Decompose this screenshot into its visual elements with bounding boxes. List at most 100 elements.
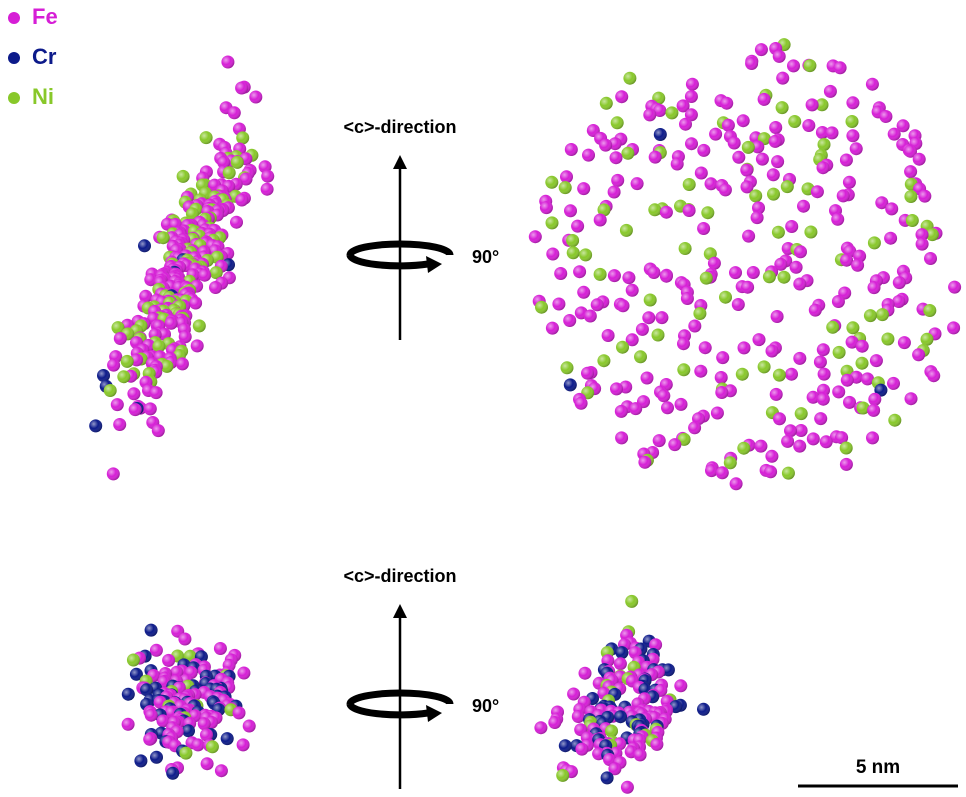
atom-shade <box>134 754 148 768</box>
atom-shade <box>558 739 572 753</box>
atom-shade <box>648 150 662 164</box>
atom-shade <box>615 90 629 104</box>
atom-shade <box>535 300 548 314</box>
atom-shade <box>640 371 654 385</box>
atom-shade <box>813 355 827 369</box>
atom-shade <box>607 185 621 199</box>
atom-shade <box>577 285 591 299</box>
atom-shade <box>817 138 831 151</box>
atom-shade <box>723 456 737 470</box>
atom-shade <box>701 206 715 220</box>
atom-shade <box>237 666 251 680</box>
atom-shade <box>614 710 627 724</box>
atom-shade <box>200 757 214 771</box>
legend: Fe Cr Ni <box>8 4 58 109</box>
atom-shade <box>220 732 234 746</box>
atom-shade <box>797 199 810 213</box>
atom-shade <box>920 332 934 346</box>
atom-shade <box>113 418 127 431</box>
atom-shade <box>574 396 588 410</box>
atom-shade <box>863 309 877 323</box>
atom-shade <box>806 432 820 446</box>
atom-shade <box>605 724 618 738</box>
atom-shade <box>754 439 768 453</box>
atom-shade <box>643 293 657 307</box>
atom-shade <box>659 205 673 219</box>
atom-shade <box>677 337 690 351</box>
atom-shade <box>236 738 250 752</box>
atom-shade <box>613 657 627 671</box>
atom-shade <box>144 708 158 722</box>
atom-shade <box>764 465 778 479</box>
atom-shade <box>242 719 256 733</box>
atom-shade <box>846 96 860 110</box>
atom-shade <box>528 230 542 244</box>
atom-shade <box>230 215 243 229</box>
atom-shade <box>719 290 732 304</box>
atom-shade <box>150 750 163 764</box>
atom-shade <box>750 211 764 225</box>
atom-shade <box>625 594 639 608</box>
atom-shade <box>781 434 795 448</box>
atom-shade <box>849 142 863 156</box>
atom-shade <box>615 646 629 660</box>
atom-shade <box>653 104 667 117</box>
atom-shade <box>199 131 213 145</box>
atom-shade <box>674 397 688 411</box>
atom-shade <box>715 466 729 480</box>
atom-shade <box>192 319 206 333</box>
atom-shade <box>721 118 735 132</box>
atom-shade <box>261 169 275 183</box>
atom-shade <box>803 59 817 73</box>
atom-shade <box>879 110 893 123</box>
atom-shade <box>205 740 219 754</box>
atom-shade <box>659 269 673 283</box>
atom-shade <box>564 204 577 218</box>
atom-shade <box>217 155 231 169</box>
atom-shade <box>227 106 241 120</box>
atom-shade <box>754 43 768 57</box>
atom-shade <box>209 281 222 294</box>
atom-shade <box>120 354 134 368</box>
atom-shade <box>823 84 837 98</box>
atom-shade <box>720 96 734 110</box>
atom-shade <box>805 98 819 112</box>
atom-shade <box>915 228 929 242</box>
atom-shade <box>804 225 818 239</box>
atom-shade <box>745 57 759 70</box>
atom-shade <box>661 663 675 677</box>
rotation-axes: <c>-direction 90° <c>-direction 90° <box>343 117 499 789</box>
atom-shade <box>923 304 937 317</box>
atom-shade <box>665 106 679 120</box>
atom-shade <box>235 81 249 95</box>
atom-shade <box>144 623 158 637</box>
atom-shade <box>156 714 170 728</box>
atom-shade <box>117 370 131 384</box>
atom-shade <box>752 333 766 347</box>
axis-label: <c>-direction <box>343 566 456 586</box>
atom-shade <box>593 267 607 281</box>
atom-shade <box>560 361 574 375</box>
atom-shade <box>892 295 906 308</box>
axis-arrowhead <box>393 604 407 618</box>
atom-shade <box>865 77 879 91</box>
atom-shade <box>648 203 662 217</box>
atom-shade <box>616 299 630 313</box>
atom-shade <box>593 213 607 227</box>
atom-shade <box>614 404 628 418</box>
atom-shade <box>836 189 850 203</box>
atom-shade <box>694 364 708 378</box>
atom-shade <box>947 321 961 335</box>
atom-shade <box>139 289 153 303</box>
atom-shade <box>143 402 157 416</box>
atom-shade <box>806 390 820 404</box>
atom-shade <box>554 267 568 280</box>
atom-shade <box>846 129 860 143</box>
rotation-arrowhead <box>426 705 442 722</box>
atom-shade <box>771 225 785 239</box>
rotation-front <box>346 702 429 719</box>
atom-shade <box>653 128 667 141</box>
atom-shade <box>771 155 785 169</box>
atom-shade <box>867 236 881 250</box>
atom-shade <box>746 266 760 279</box>
